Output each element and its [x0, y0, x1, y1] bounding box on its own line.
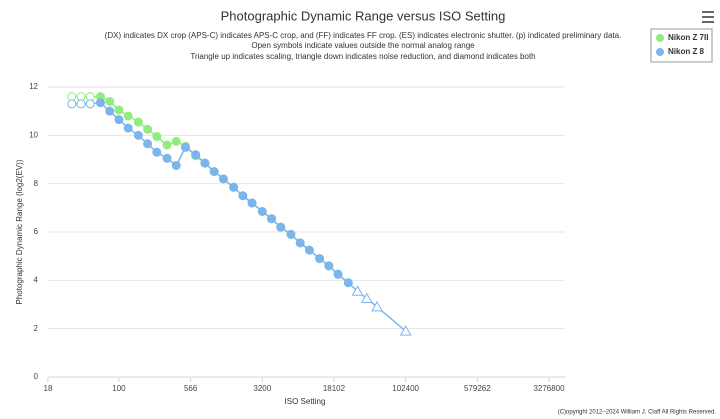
data-point — [162, 140, 172, 150]
x-tick-label: 18 — [44, 384, 53, 393]
data-point — [295, 238, 305, 248]
legend-label: Nikon Z 7II — [668, 33, 708, 42]
data-point — [133, 117, 143, 127]
data-point — [114, 115, 124, 125]
series-line — [71, 95, 349, 284]
data-point — [114, 105, 124, 115]
data-point — [257, 206, 267, 216]
x-tick-label: 566 — [184, 384, 198, 393]
x-tick-label: 3200 — [253, 384, 271, 393]
legend-marker — [656, 48, 664, 56]
data-point — [238, 191, 248, 201]
data-point — [371, 300, 383, 312]
series-line — [71, 101, 407, 332]
data-point — [67, 99, 77, 109]
data-point — [218, 174, 228, 184]
data-point — [191, 150, 201, 160]
data-point — [399, 325, 412, 336]
x-tick-label: 102400 — [392, 384, 419, 393]
data-point — [95, 98, 105, 108]
chart-title: Photographic Dynamic Range versus ISO Se… — [221, 8, 506, 23]
data-point — [143, 124, 153, 134]
y-tick-label: 10 — [29, 130, 38, 139]
data-point — [152, 132, 162, 142]
menu-button[interactable] — [702, 11, 714, 23]
data-point — [267, 214, 277, 224]
data-point — [123, 111, 133, 121]
data-point — [123, 123, 133, 133]
subtitle: (DX) indicates DX crop (APS-C) indicates… — [105, 31, 622, 40]
data-point — [304, 245, 314, 255]
x-tick-label: 18102 — [323, 384, 346, 393]
data-point — [247, 198, 257, 208]
y-tick-label: 0 — [34, 372, 39, 381]
x-axis-label: ISO Setting — [285, 397, 326, 406]
data-point — [76, 99, 86, 109]
data-point — [343, 278, 353, 288]
data-point — [209, 167, 219, 177]
data-point — [286, 229, 296, 239]
legend-marker — [656, 34, 664, 42]
data-point — [351, 285, 364, 296]
data-point — [105, 97, 115, 106]
legend-label: Nikon Z 8 — [668, 47, 705, 56]
data-point — [105, 106, 115, 116]
y-tick-label: 2 — [34, 324, 39, 333]
y-axis-label: Photographic Dynamic Range (log2(EV)) — [15, 159, 24, 304]
x-tick-label: 100 — [112, 384, 126, 393]
data-point — [333, 269, 343, 279]
y-tick-label: 12 — [29, 82, 38, 91]
data-point — [171, 136, 181, 146]
data-point — [181, 142, 191, 152]
y-tick-label: 8 — [34, 179, 39, 188]
data-point — [171, 161, 181, 171]
data-point — [133, 130, 143, 140]
subtitle: Triangle up indicates scaling, triangle … — [190, 52, 535, 61]
copyright: (C)opyright 2012–2024 William J. Claff A… — [558, 410, 717, 416]
subtitle: Open symbols indicate values outside the… — [251, 41, 475, 50]
x-tick-label: 3276800 — [533, 384, 565, 393]
data-point — [315, 254, 325, 264]
data-point — [162, 153, 172, 163]
data-point — [85, 99, 95, 109]
data-point — [360, 292, 373, 303]
data-point — [152, 147, 162, 157]
y-tick-label: 4 — [34, 275, 39, 284]
data-point — [276, 222, 286, 232]
data-point — [143, 139, 153, 149]
data-point — [200, 158, 210, 168]
data-point — [324, 261, 334, 271]
y-tick-label: 6 — [34, 227, 39, 236]
data-point — [229, 182, 239, 192]
x-tick-label: 579262 — [464, 384, 491, 393]
